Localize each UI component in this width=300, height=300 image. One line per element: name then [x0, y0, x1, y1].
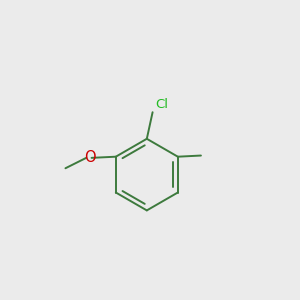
- Text: O: O: [84, 150, 95, 165]
- Text: Cl: Cl: [155, 98, 168, 111]
